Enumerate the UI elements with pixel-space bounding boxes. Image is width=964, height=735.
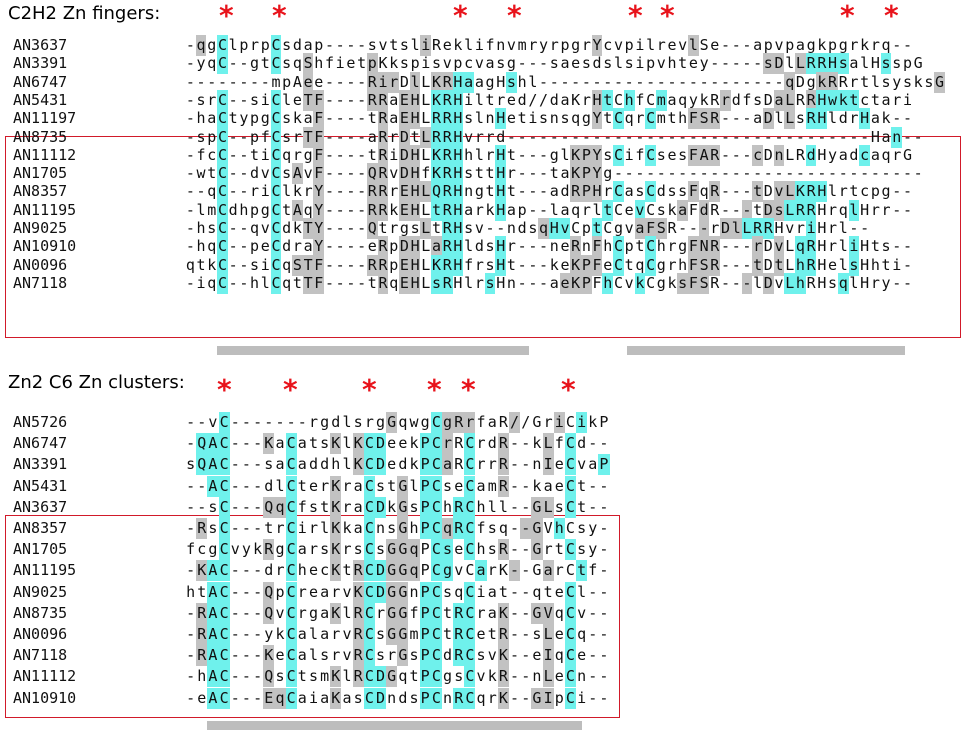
- sequence-label: AN11195: [13, 561, 77, 580]
- conserved-residue-star: *: [272, 0, 287, 32]
- zn2c6-group-box: [5, 515, 620, 718]
- conserved-residue-star: *: [283, 373, 298, 406]
- conserved-residue-star: *: [507, 0, 522, 32]
- sequence-label: AN3637: [13, 36, 68, 54]
- sequence-label: AN9025: [13, 582, 68, 601]
- conserved-residue-star: *: [219, 0, 234, 32]
- conserved-residue-star: *: [217, 373, 232, 406]
- sequence-label: AN3637: [13, 497, 68, 516]
- c2h2-domain-bar-1: [217, 346, 529, 355]
- zn2c6-domain-bar: [207, 721, 582, 730]
- sequence-label: AN0096: [13, 625, 68, 643]
- sequence-label: AN9025: [13, 219, 68, 237]
- sequence-label: AN11112: [13, 667, 77, 686]
- sequence-label: AN1705: [13, 540, 68, 559]
- conserved-residue-star: *: [884, 0, 899, 32]
- sequence-label: AN5726: [13, 413, 68, 431]
- conserved-residue-star: *: [561, 373, 576, 406]
- conserved-residue-star: *: [362, 373, 377, 406]
- sequence-label: AN11195: [13, 200, 77, 219]
- sequence-label: AN8357: [13, 519, 68, 537]
- sequence-label: AN3391: [13, 455, 68, 474]
- sequence-label: AN1705: [13, 164, 68, 183]
- sequence-label: AN8735: [13, 127, 68, 146]
- sequence-label: AN6747: [13, 72, 68, 91]
- sequence-label: AN7118: [13, 273, 68, 292]
- c2h2-group-box: [5, 136, 961, 338]
- sequence-label: AN7118: [13, 646, 68, 665]
- sequence-label: AN8357: [13, 182, 68, 201]
- sequence-label: AN11112: [13, 145, 77, 164]
- conserved-residue-star: *: [660, 0, 675, 32]
- sequence-label: AN5431: [13, 476, 68, 495]
- sequence-label: AN6747: [13, 434, 68, 453]
- sequence-label: AN0096: [13, 255, 68, 274]
- sequence-label: AN3391: [13, 54, 68, 73]
- conserved-residue-star: *: [427, 373, 442, 406]
- sequence-label: AN10910: [13, 688, 77, 707]
- conserved-residue-star: *: [461, 373, 476, 406]
- sequence-label: AN10910: [13, 237, 77, 256]
- sequence-label: AN8735: [13, 603, 68, 622]
- c2h2-title: C2H2 Zn fingers:: [8, 3, 161, 24]
- conserved-residue-star: *: [628, 0, 643, 32]
- sequence-label: AN11197: [13, 109, 77, 128]
- sequence-label: AN5431: [13, 90, 68, 109]
- conserved-residue-star: *: [453, 0, 468, 32]
- c2h2-domain-bar-2: [627, 346, 905, 355]
- conserved-residue-star: *: [840, 0, 855, 32]
- zn2c6-title: Zn2 C6 Zn clusters:: [8, 372, 185, 393]
